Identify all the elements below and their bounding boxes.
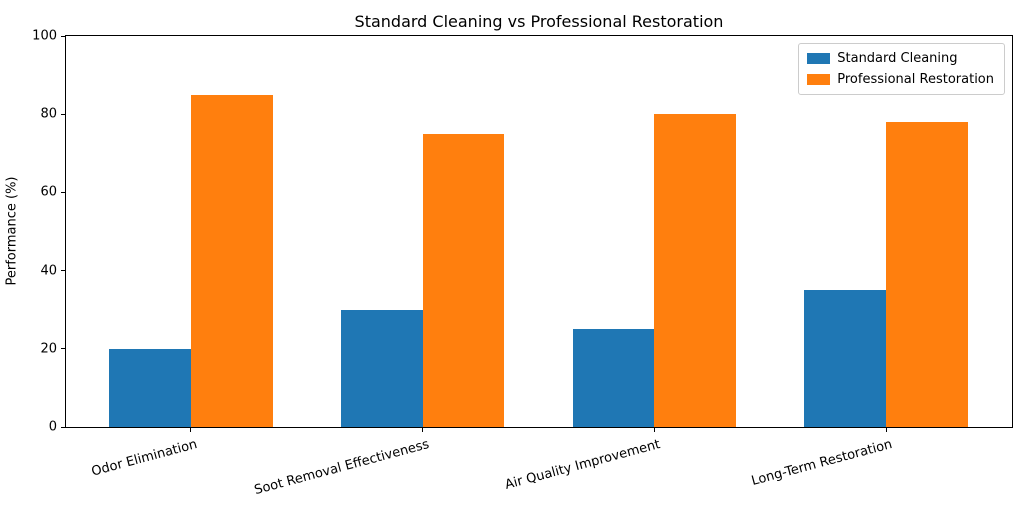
legend-swatch-standard-cleaning	[807, 53, 831, 64]
x-axis-tick-label: Soot Removal Effectiveness	[252, 437, 431, 499]
y-axis-tick	[61, 191, 66, 193]
bar-standard-cleaning-long-term-restoration	[804, 290, 887, 427]
y-axis-tick	[61, 113, 66, 115]
legend-item-professional-restoration: Professional Restoration	[807, 72, 994, 87]
x-axis-tick-label: Air Quality Improvement	[503, 437, 663, 493]
y-axis-tick	[61, 426, 66, 428]
x-axis-tick	[422, 427, 424, 432]
y-axis-tick-label: 0	[48, 419, 57, 435]
y-axis-tick-label: 80	[40, 106, 57, 122]
x-axis-tick-label: Odor Elimination	[89, 437, 199, 480]
legend-item-standard-cleaning: Standard Cleaning	[807, 51, 994, 66]
plot-area: Standard Cleaning Professional Restorati…	[32, 29, 1013, 498]
bar-professional-restoration-air-quality-improvement	[654, 114, 737, 427]
chart-title: Standard Cleaning vs Professional Restor…	[354, 12, 724, 31]
bar-professional-restoration-soot-removal-effectiveness	[422, 133, 505, 427]
y-axis-tick	[61, 35, 66, 37]
y-axis-tick-label: 20	[40, 341, 57, 357]
y-axis-label: Performance (%)	[4, 176, 20, 286]
legend-swatch-professional-restoration	[807, 74, 831, 85]
bar-standard-cleaning-odor-elimination	[109, 348, 191, 427]
x-axis-tick	[885, 427, 887, 432]
y-axis-tick-label: 40	[40, 263, 57, 279]
bar-professional-restoration-odor-elimination	[190, 94, 273, 427]
y-axis-tick-label: 60	[40, 184, 57, 200]
bar-standard-cleaning-soot-removal-effectiveness	[340, 309, 423, 427]
x-axis-tick	[653, 427, 655, 432]
y-axis-tick	[61, 270, 66, 272]
x-axis-tick-label: Long-Term Restoration	[750, 437, 895, 490]
x-axis-tick	[190, 427, 192, 432]
legend: Standard Cleaning Professional Restorati…	[798, 43, 1005, 95]
legend-label-standard-cleaning: Standard Cleaning	[837, 51, 958, 66]
bar-professional-restoration-long-term-restoration	[886, 122, 968, 427]
y-axis-tick	[61, 348, 66, 350]
bar-standard-cleaning-air-quality-improvement	[572, 329, 655, 427]
y-axis-tick-label: 100	[32, 28, 57, 44]
legend-label-professional-restoration: Professional Restoration	[837, 72, 994, 87]
